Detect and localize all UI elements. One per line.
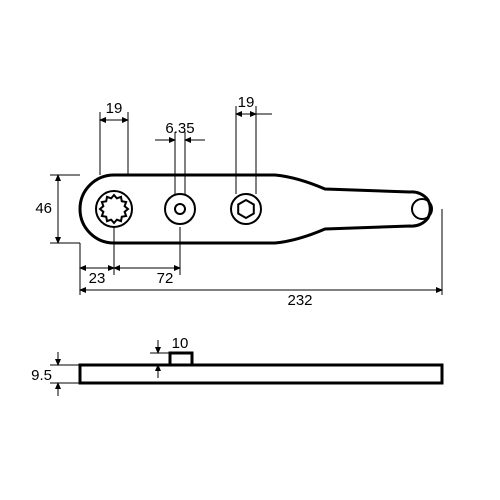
dim-72: 72	[157, 270, 174, 287]
dim-95: 9.5	[31, 367, 52, 384]
dim-23: 23	[89, 270, 106, 287]
hole-spline	[96, 191, 132, 227]
dim-10: 10	[172, 335, 189, 352]
hole-round	[165, 194, 195, 224]
dim-232: 232	[287, 292, 312, 309]
side-view: 10 9.5	[31, 335, 442, 396]
dimensions-top: 19 6.35 19 46 23 72 232	[35, 94, 442, 309]
dim-19b: 19	[238, 94, 255, 111]
dim-635: 6.35	[165, 120, 194, 137]
dim-19a: 19	[106, 100, 123, 117]
hole-hex	[231, 194, 261, 224]
dim-46: 46	[35, 200, 52, 217]
